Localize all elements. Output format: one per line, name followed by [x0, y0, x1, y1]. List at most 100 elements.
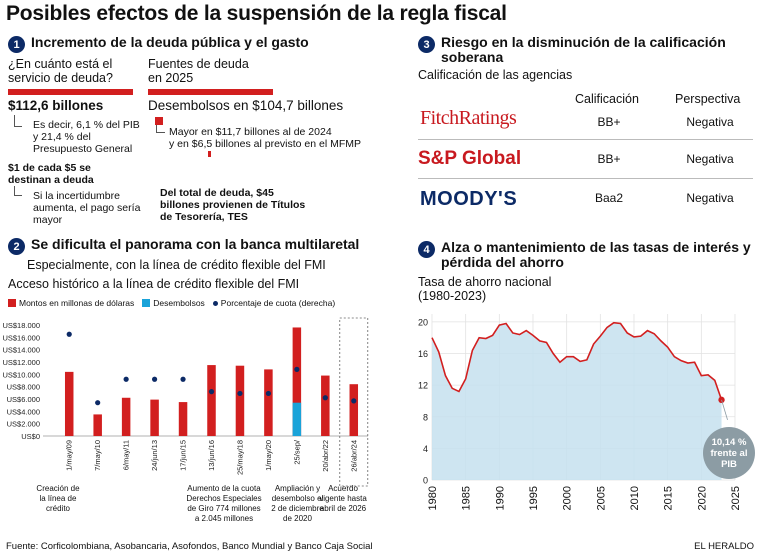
x-tick-label: 1995 — [528, 486, 540, 510]
disbursement-note-1: Mayor en $11,7 billones al de 2024 — [169, 126, 332, 138]
amount-bar — [292, 327, 302, 436]
y-tick-label: 8 — [423, 412, 428, 422]
section-number-badge: 2 — [8, 238, 25, 255]
imf-bar-chart: US$0 US$2.000 US$4.000 US$6.000 US$8.000 US$1… — [2, 317, 369, 487]
y-tick-label: 20 — [418, 317, 428, 327]
y-tick-label: US$18.000 — [2, 321, 40, 330]
x-tick-label: 1/may/20 — [264, 440, 273, 471]
y-tick-label: 12 — [418, 381, 428, 391]
section-number-badge: 1 — [8, 36, 25, 53]
savings-callout: 10,14 % frente al PIB — [703, 427, 755, 479]
debt-service-note: Es decir, 6,1 % del PIB y 21,4 % del Pre… — [33, 119, 140, 155]
quota-point — [351, 398, 357, 404]
moodys-outlook: Negativa — [686, 191, 734, 205]
fitch-logo: FitchRatings — [420, 107, 517, 129]
section-1-header: 1 Incremento de la deuda pública y el ga… — [8, 35, 309, 53]
savings-chart-title: Tasa de ahorro nacional (1980-2023) — [418, 275, 552, 303]
brand-label: EL HERALDO — [694, 541, 754, 552]
y-tick-label: US$4.000 — [7, 407, 40, 416]
y-tick-label: US$14.000 — [2, 346, 40, 355]
quota-point — [123, 376, 129, 382]
amount-bar — [207, 365, 216, 436]
y-tick-label: 16 — [418, 349, 428, 359]
tiny-red-bar — [208, 151, 211, 157]
section-2-header: 2 Se dificulta el panorama con la banca … — [8, 237, 359, 255]
amount-bar — [235, 365, 245, 436]
annotation-expansion-2020: Ampliación y desembolso el 2 de diciembr… — [271, 484, 324, 523]
y-tick-label: 4 — [423, 444, 428, 454]
section-4-header: 4 Alza o mantenimiento de las tasas de i… — [418, 240, 753, 270]
connector-line — [14, 115, 22, 127]
callout-leader — [721, 399, 728, 420]
x-tick-label: 26/abr/24 — [349, 440, 358, 472]
small-red-square — [155, 117, 163, 125]
debt-service-amount: $112,6 billones — [8, 98, 104, 113]
section-2-title: Se dificulta el panorama con la banca mu… — [31, 236, 360, 252]
five-pesos-fact: $1 de cada $5 se destinan a deuda — [8, 162, 94, 186]
current-agreement-box — [339, 317, 369, 487]
y-tick-label: US$12.000 — [2, 358, 40, 367]
x-tick-label: 2010 — [629, 486, 641, 510]
imf-chart-title: Acceso histórico a la línea de crédito f… — [8, 277, 300, 291]
x-tick-label: 2015 — [663, 486, 675, 510]
debt-service-bar — [8, 89, 133, 95]
quota-point — [66, 331, 72, 337]
disbursement-amount: Desembolsos en $104,7 billones — [148, 98, 344, 113]
sp-rating: BB+ — [597, 152, 621, 166]
amount-bar — [64, 371, 74, 436]
annotation-current-agreement: Acuerdo vigente hasta abril de 2026 — [319, 484, 367, 513]
amount-bar — [264, 369, 273, 436]
debt-service-question: ¿En cuánto está el servicio de deuda? — [8, 57, 113, 85]
x-tick-label: 13/jun/16 — [207, 440, 216, 471]
debt-sources-bar — [148, 89, 273, 95]
amount-bar — [178, 402, 188, 436]
legend-swatch-cyan — [142, 299, 151, 307]
fitch-outlook: Negativa — [686, 115, 734, 129]
x-tick-label: 7/may/10 — [93, 440, 102, 471]
connector-line — [14, 186, 22, 196]
x-tick-label: 25/may/18 — [235, 440, 244, 475]
annotation-quota-increase: Aumento de la cuota Derechos Especiales … — [186, 484, 262, 523]
legend-swatch-red — [8, 299, 16, 307]
table-divider — [418, 178, 753, 179]
y-tick-label: US$10.000 — [2, 370, 40, 379]
annotation-credit-creation: Creación de la línea de crédito — [36, 484, 80, 513]
debt-sources-question: Fuentes de deuda en 2025 — [148, 57, 249, 85]
x-tick-label: 20/abr/22 — [321, 440, 330, 472]
x-tick-label: 1/may/09 — [65, 440, 74, 471]
x-tick-label: 2000 — [562, 486, 574, 510]
ratings-subtitle: Calificación de las agencias — [418, 68, 573, 82]
section-1-title: Incremento de la deuda pública y el gast… — [31, 34, 309, 50]
legend-item-amounts: Montos en millonas de dólaras — [8, 298, 134, 308]
section-number-badge: 4 — [418, 241, 435, 258]
fitch-rating: BB+ — [597, 115, 621, 129]
sp-outlook: Negativa — [686, 152, 734, 166]
section-4-title: Alza o mantenimiento de las tasas de int… — [441, 239, 751, 270]
x-tick-label: 25/sep/ — [292, 439, 301, 465]
x-tick-label: 1990 — [494, 486, 506, 510]
quota-point — [237, 390, 243, 397]
col-header-rating: Calificación — [575, 92, 639, 106]
quota-point — [265, 390, 272, 397]
page-title: Posibles efectos de la suspensión de la … — [6, 2, 507, 25]
section-2-subtitle: Especialmente, con la línea de crédito f… — [27, 258, 326, 272]
x-tick-label: 24/jun/13 — [150, 440, 159, 471]
x-tick-label: 6/may/11 — [122, 440, 131, 470]
x-tick-label: 1985 — [461, 486, 473, 510]
amount-bar — [349, 384, 359, 436]
col-header-outlook: Perspectiva — [675, 92, 741, 106]
y-tick-label: 0 — [423, 476, 428, 486]
disbursement-note-2: y en $6,5 billones al previsto en el MFM… — [169, 138, 362, 150]
connector-line — [156, 125, 165, 133]
amount-bar — [121, 397, 131, 436]
x-tick-label: 2005 — [595, 486, 607, 510]
sp-global-logo: S&P Global — [418, 148, 522, 169]
x-tick-label: 17/jun/15 — [179, 440, 188, 471]
quota-point — [151, 376, 158, 382]
x-tick-label: 1980 — [427, 486, 439, 510]
y-tick-label: US$8.000 — [7, 383, 40, 392]
disbursement-bar — [292, 402, 302, 436]
legend-label: Desembolsos — [153, 298, 205, 308]
legend-item-quota: Porcentaje de cuota (derecha) — [212, 298, 335, 308]
savings-area-chart: 0 4 8 12 16 20 1980 1985 1990 1995 2000 2005 2010 201… — [418, 314, 742, 510]
